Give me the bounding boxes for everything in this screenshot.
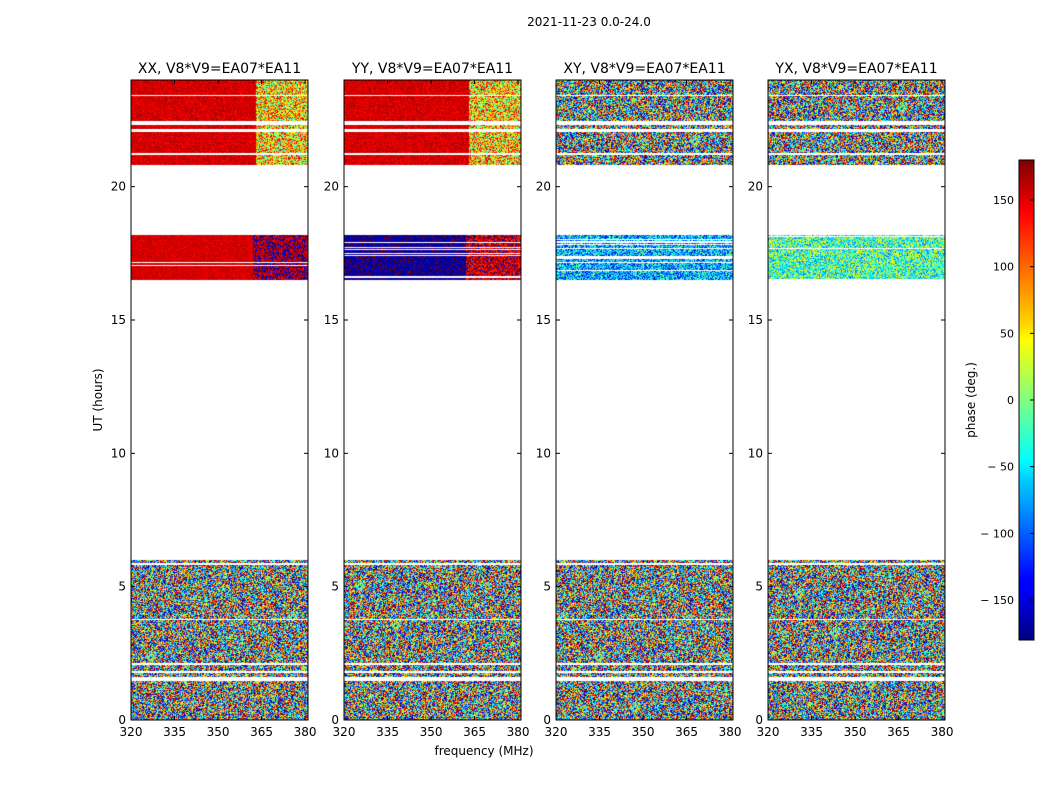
colorbar-tick-label: 150 bbox=[993, 194, 1014, 207]
x-tick-label: 380 bbox=[719, 725, 742, 739]
y-tick-label: 5 bbox=[118, 580, 126, 594]
x-tick-label: 335 bbox=[588, 725, 611, 739]
x-tick-label: 350 bbox=[207, 725, 230, 739]
x-tick-label: 320 bbox=[120, 725, 143, 739]
x-axis-label: frequency (MHz) bbox=[434, 744, 533, 758]
y-tick-label: 5 bbox=[331, 580, 339, 594]
panel-frame-2 bbox=[343, 79, 522, 721]
y-axis-label: UT (hours) bbox=[91, 368, 105, 431]
y-tick-label: 20 bbox=[748, 180, 763, 194]
y-tick-label: 10 bbox=[324, 446, 339, 460]
y-tick-label: 15 bbox=[324, 313, 339, 327]
colorbar-tick-label: 100 bbox=[993, 261, 1014, 274]
y-tick-label: 5 bbox=[543, 580, 551, 594]
panel-title-4: YX, V8*V9=EA07*EA11 bbox=[774, 61, 937, 77]
colorbar: 150 100 50 0 − 50 − 100 − 150 phase (deg.) bbox=[964, 159, 1035, 641]
x-tick-label: 365 bbox=[675, 725, 698, 739]
y-tick-label: 20 bbox=[324, 180, 339, 194]
panel-3: XY, V8*V9=EA07*EA11 320 335 350 365 380 0 5 10 15… bbox=[536, 61, 742, 739]
y-tick-label: 15 bbox=[748, 313, 763, 327]
phase-heatmap-4 bbox=[768, 80, 945, 720]
phase-heatmap-1 bbox=[131, 80, 308, 720]
colorbar-label: phase (deg.) bbox=[964, 362, 978, 438]
x-tick-label: 380 bbox=[931, 725, 954, 739]
panel-title-3: XY, V8*V9=EA07*EA11 bbox=[563, 61, 725, 77]
x-tick-label: 380 bbox=[507, 725, 530, 739]
x-tick-label: 365 bbox=[887, 725, 910, 739]
x-tick-label: 335 bbox=[163, 725, 186, 739]
x-tick-label: 320 bbox=[333, 725, 356, 739]
x-tick-label: 350 bbox=[632, 725, 655, 739]
y-tick-label: 20 bbox=[111, 180, 126, 194]
x-tick-label: 365 bbox=[250, 725, 273, 739]
colorbar-tick-label: 50 bbox=[1000, 327, 1014, 340]
x-tick-label: 320 bbox=[757, 725, 780, 739]
x-tick-label: 365 bbox=[463, 725, 486, 739]
y-tick-label: 0 bbox=[118, 713, 126, 727]
panel-frame-4 bbox=[767, 79, 946, 721]
panel-frame-1 bbox=[130, 79, 309, 721]
x-tick-label: 320 bbox=[545, 725, 568, 739]
panel-2: YY, V8*V9=EA07*EA11 320 335 350 365 380 0 5 10 15… bbox=[324, 61, 530, 739]
y-tick-label: 10 bbox=[536, 446, 551, 460]
panel-1: XX, V8*V9=EA07*EA11 320 335 350 365 380 0 5 10 15… bbox=[111, 61, 317, 739]
panel-title-2: YY, V8*V9=EA07*EA11 bbox=[351, 61, 513, 77]
y-tick-label: 15 bbox=[111, 313, 126, 327]
colorbar-ticks: 150 100 50 0 − 50 − 100 − 150 bbox=[980, 194, 1034, 607]
panels-group: XX, V8*V9=EA07*EA11 320 335 350 365 380 0 5 10 15… bbox=[111, 61, 954, 739]
y-tick-label: 0 bbox=[755, 713, 763, 727]
y-tick-label: 10 bbox=[111, 446, 126, 460]
x-tick-label: 350 bbox=[420, 725, 443, 739]
colorbar-tick-label: − 50 bbox=[987, 461, 1014, 474]
phase-heatmap-2 bbox=[344, 80, 521, 720]
colorbar-tick-label: 0 bbox=[1007, 394, 1014, 407]
y-tick-label: 0 bbox=[543, 713, 551, 727]
y-tick-label: 5 bbox=[755, 580, 763, 594]
x-tick-label: 335 bbox=[376, 725, 399, 739]
x-tick-label: 335 bbox=[800, 725, 823, 739]
panel-4: YX, V8*V9=EA07*EA11 320 335 350 365 380 0 5 10 15… bbox=[748, 61, 954, 739]
x-tick-label: 350 bbox=[844, 725, 867, 739]
phase-heatmap-3 bbox=[556, 80, 733, 720]
y-tick-label: 20 bbox=[536, 180, 551, 194]
panel-frame-3 bbox=[555, 79, 734, 721]
y-tick-label: 10 bbox=[748, 446, 763, 460]
figure-suptitle: 2021-11-23 0.0-24.0 bbox=[527, 15, 651, 29]
y-tick-label: 0 bbox=[331, 713, 339, 727]
x-tick-label: 380 bbox=[294, 725, 317, 739]
colorbar-tick-label: − 100 bbox=[980, 527, 1014, 540]
colorbar-tick-label: − 150 bbox=[980, 594, 1014, 607]
panel-title-1: XX, V8*V9=EA07*EA11 bbox=[138, 61, 301, 77]
y-tick-label: 15 bbox=[536, 313, 551, 327]
